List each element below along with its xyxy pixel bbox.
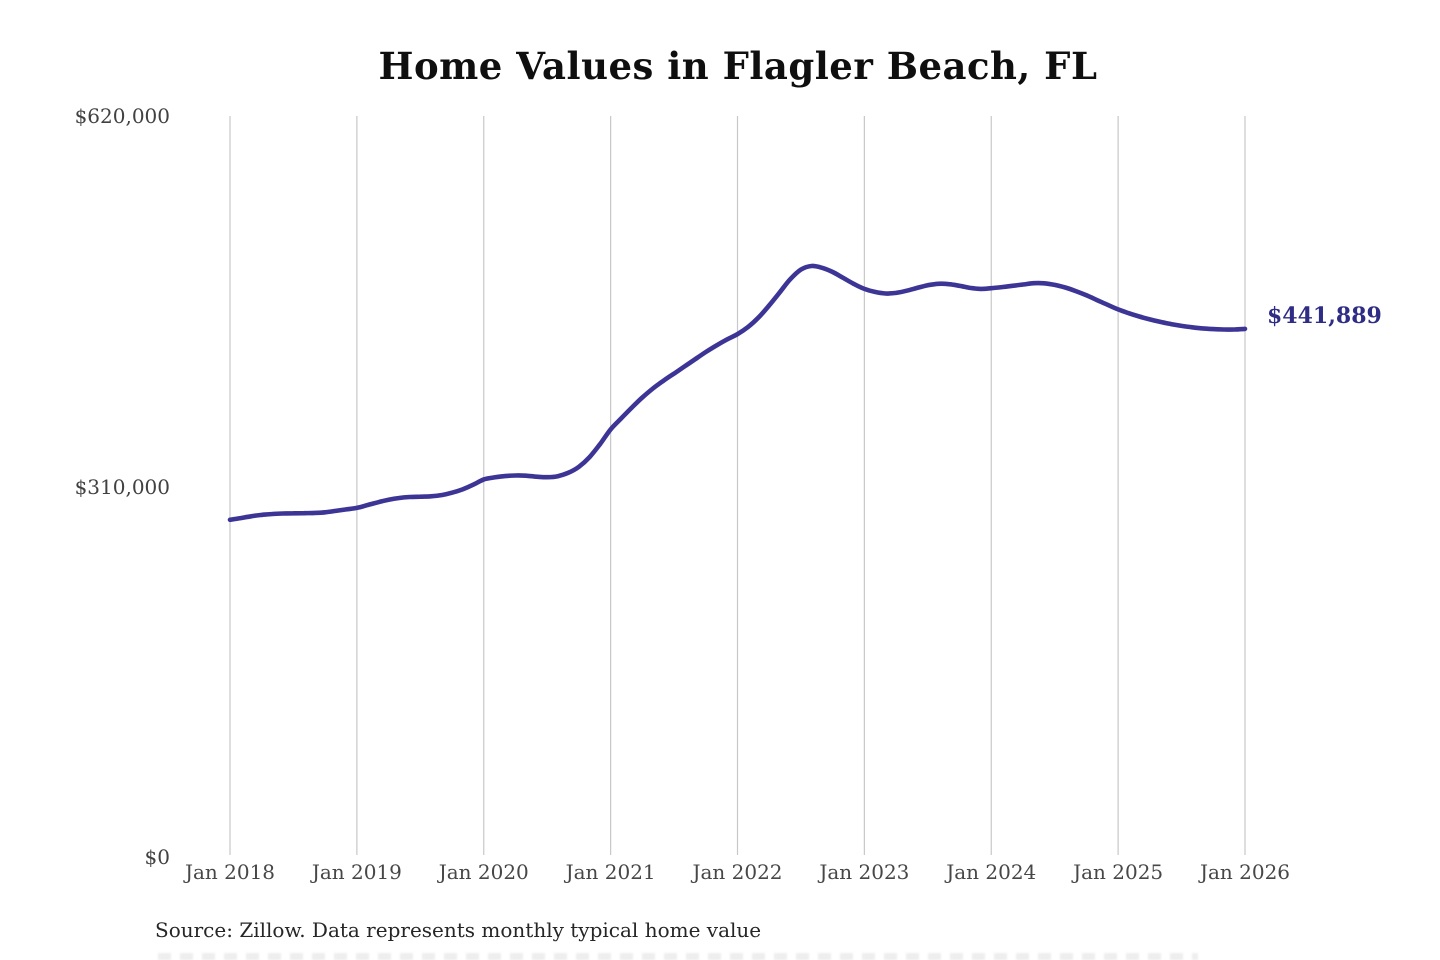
- y-tick-label: $310,000: [74, 474, 170, 499]
- source-note: Source: Zillow. Data represents monthly …: [155, 918, 762, 942]
- x-tick-label: Jan 2020: [438, 860, 529, 884]
- y-tick-label: $0: [144, 845, 170, 869]
- end-value-label: $441,889: [1267, 303, 1382, 329]
- x-tick-label: Jan 2023: [819, 860, 910, 884]
- x-tick-label: Jan 2019: [311, 860, 402, 884]
- x-tick-label: Jan 2022: [692, 860, 783, 884]
- x-tick-label: Jan 2018: [184, 860, 276, 884]
- x-tick-label: Jan 2025: [1073, 860, 1164, 884]
- x-tick-label: Jan 2026: [1199, 860, 1291, 884]
- home-value-series-line: [227, 263, 1248, 523]
- chart-title: Home Values in Flagler Beach, FL: [378, 44, 1098, 88]
- cutoff-text-artifact: [158, 953, 1198, 960]
- x-tick-label: Jan 2021: [565, 860, 656, 884]
- y-tick-label: $620,000: [74, 104, 170, 128]
- x-tick-label: Jan 2024: [946, 860, 1037, 884]
